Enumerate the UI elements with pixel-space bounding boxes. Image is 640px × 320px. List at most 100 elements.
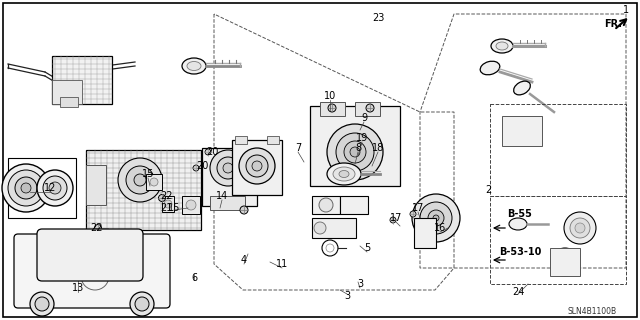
Text: SLN4B1100B: SLN4B1100B [568, 308, 616, 316]
Circle shape [314, 222, 326, 234]
Circle shape [118, 158, 162, 202]
Circle shape [223, 163, 233, 173]
Text: 1: 1 [623, 5, 629, 15]
Bar [182, 196, 200, 214]
Circle shape [433, 215, 439, 221]
Circle shape [205, 149, 211, 155]
Circle shape [564, 212, 596, 244]
Circle shape [159, 195, 166, 202]
Text: 20: 20 [196, 161, 208, 171]
Circle shape [557, 254, 573, 270]
Bar [490, 104, 626, 196]
Circle shape [35, 297, 49, 311]
FancyBboxPatch shape [37, 229, 143, 281]
Circle shape [134, 174, 146, 186]
Circle shape [252, 161, 262, 171]
Text: 4: 4 [241, 255, 247, 265]
Circle shape [37, 170, 73, 206]
Circle shape [130, 292, 154, 316]
Ellipse shape [514, 81, 531, 95]
Bar [86, 165, 106, 205]
Circle shape [2, 164, 50, 212]
Bar [490, 196, 626, 284]
Text: B-53-10: B-53-10 [499, 247, 541, 257]
Text: 2: 2 [485, 185, 491, 195]
Circle shape [336, 133, 374, 171]
Circle shape [328, 104, 336, 112]
Text: 3: 3 [344, 291, 350, 301]
Text: 6: 6 [191, 273, 197, 283]
Circle shape [410, 211, 416, 217]
Bar [355, 102, 380, 116]
Bar [320, 102, 345, 116]
Circle shape [193, 165, 199, 171]
Circle shape [366, 104, 374, 112]
Text: 9: 9 [361, 113, 367, 123]
Circle shape [135, 297, 149, 311]
Circle shape [420, 202, 452, 234]
Bar [162, 196, 174, 212]
Ellipse shape [491, 39, 513, 53]
Circle shape [240, 206, 248, 214]
Circle shape [551, 248, 579, 276]
Text: 8: 8 [355, 143, 361, 153]
Bar [502, 116, 542, 146]
Circle shape [186, 200, 196, 210]
Circle shape [350, 147, 360, 157]
Ellipse shape [480, 61, 500, 75]
Text: 16: 16 [434, 223, 446, 233]
Circle shape [95, 225, 102, 231]
Text: 14: 14 [216, 191, 228, 201]
Circle shape [21, 183, 31, 193]
Bar [60, 97, 78, 107]
Circle shape [428, 210, 444, 226]
Circle shape [49, 182, 61, 194]
Bar [310, 106, 400, 186]
Ellipse shape [333, 167, 355, 181]
Text: 19: 19 [356, 133, 368, 143]
Circle shape [327, 124, 383, 180]
Text: 17: 17 [412, 203, 424, 213]
Text: 20: 20 [206, 147, 218, 157]
Circle shape [150, 178, 158, 186]
Circle shape [126, 166, 154, 194]
Bar [312, 218, 356, 238]
Bar [340, 196, 368, 214]
Circle shape [390, 217, 396, 223]
Text: 12: 12 [44, 183, 56, 193]
Text: 7: 7 [295, 143, 301, 153]
Circle shape [43, 176, 67, 200]
Ellipse shape [339, 171, 349, 178]
Text: 17: 17 [390, 213, 402, 223]
Circle shape [344, 141, 366, 163]
Text: 10: 10 [324, 91, 336, 101]
Bar [550, 248, 580, 276]
Text: 5: 5 [364, 243, 370, 253]
Ellipse shape [182, 58, 206, 74]
Text: 21: 21 [160, 203, 172, 213]
Bar [235, 136, 247, 144]
Bar [414, 218, 436, 248]
Text: 24: 24 [512, 287, 524, 297]
Bar [267, 136, 279, 144]
Circle shape [239, 148, 275, 184]
Text: FR.: FR. [604, 19, 622, 29]
Bar [86, 150, 201, 230]
Ellipse shape [509, 218, 527, 230]
Text: 3: 3 [357, 279, 363, 289]
Circle shape [246, 155, 268, 177]
Ellipse shape [496, 42, 508, 50]
Bar [146, 174, 162, 190]
Circle shape [15, 177, 37, 199]
Bar [202, 148, 257, 206]
Text: 23: 23 [372, 13, 384, 23]
Circle shape [8, 170, 44, 206]
Text: B-55: B-55 [508, 209, 532, 219]
Bar [8, 158, 76, 218]
Text: 11: 11 [276, 259, 288, 269]
Circle shape [412, 194, 460, 242]
Ellipse shape [187, 61, 201, 70]
Circle shape [210, 150, 246, 186]
FancyBboxPatch shape [14, 234, 170, 308]
Text: 22: 22 [160, 191, 172, 201]
